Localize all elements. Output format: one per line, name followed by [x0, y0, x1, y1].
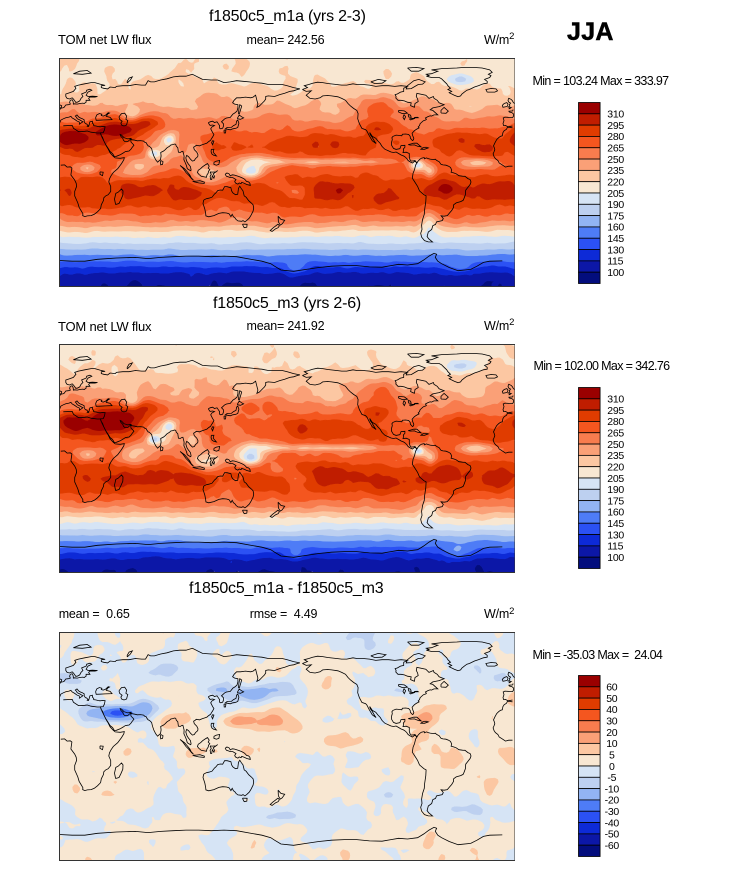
svg-text:-60: -60 [604, 840, 619, 852]
svg-text:250: 250 [607, 439, 624, 451]
svg-text:60: 60 [606, 682, 618, 694]
svg-text:115: 115 [607, 255, 623, 267]
svg-text:10: 10 [606, 739, 618, 751]
svg-text:145: 145 [607, 518, 624, 530]
svg-text:310: 310 [607, 393, 624, 405]
svg-text:20: 20 [606, 727, 618, 739]
svg-text:130: 130 [607, 529, 624, 541]
svg-text:0: 0 [609, 761, 615, 773]
svg-text:100: 100 [607, 267, 624, 279]
svg-text:280: 280 [607, 131, 624, 143]
svg-text:295: 295 [607, 405, 624, 417]
svg-text:100: 100 [607, 552, 624, 564]
svg-text:235: 235 [607, 450, 624, 462]
svg-text:175: 175 [607, 210, 624, 222]
svg-text:130: 130 [607, 244, 624, 256]
svg-text:220: 220 [607, 461, 624, 473]
svg-text:145: 145 [607, 233, 624, 245]
svg-text:160: 160 [607, 507, 624, 519]
svg-text:310: 310 [607, 108, 624, 120]
svg-text:190: 190 [607, 199, 624, 211]
svg-text:-5: -5 [607, 772, 616, 784]
svg-text:-20: -20 [604, 795, 619, 807]
svg-text:-50: -50 [604, 829, 619, 841]
svg-text:280: 280 [607, 416, 624, 428]
svg-text:190: 190 [607, 484, 624, 496]
svg-text:-10: -10 [604, 784, 619, 796]
svg-text:30: 30 [606, 716, 618, 728]
svg-text:175: 175 [607, 495, 624, 507]
svg-text:265: 265 [607, 427, 624, 439]
svg-text:250: 250 [607, 153, 624, 165]
svg-text:220: 220 [607, 176, 624, 188]
svg-text:205: 205 [607, 187, 624, 199]
svg-text:-30: -30 [604, 806, 619, 818]
svg-text:50: 50 [606, 693, 618, 705]
svg-text:5: 5 [609, 750, 615, 762]
svg-text:40: 40 [606, 705, 618, 717]
svg-text:-40: -40 [604, 818, 619, 830]
svg-text:265: 265 [607, 142, 624, 154]
svg-text:235: 235 [607, 165, 624, 177]
svg-text:160: 160 [607, 221, 624, 233]
svg-text:205: 205 [607, 473, 624, 485]
svg-text:295: 295 [607, 119, 624, 131]
svg-text:115: 115 [607, 541, 623, 553]
